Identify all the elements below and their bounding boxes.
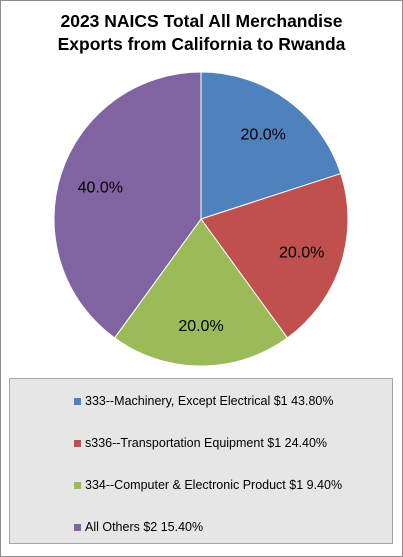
legend-label-all-others: All Others $2 15.40% (85, 520, 204, 534)
data-label-all-others: 40.0% (78, 179, 123, 196)
chart-title-line-2: Exports from California to Rwanda (57, 34, 346, 54)
pie-slice-computer (113, 218, 289, 367)
legend: 333--Machinery, Except Electrical $1 43.… (9, 378, 393, 544)
chart-title-line-1: 2023 NAICS Total All Merchandise (60, 11, 343, 31)
legend-label-transportation: s336--Transportation Equipment $1 24.40% (85, 436, 328, 450)
pie-slice-transportation (200, 172, 349, 339)
legend-label-machinery: 333--Machinery, Except Electrical $1 43.… (85, 394, 334, 408)
legend-item-all-others: All Others $2 15.40% (74, 520, 203, 534)
pie-chart: 20.0% 20.0% 20.0% 40.0% (53, 71, 349, 367)
legend-swatch-all-others (74, 523, 81, 531)
legend-item-computer: 334--Computer & Electronic Product $1 9.… (74, 478, 342, 492)
data-label-machinery: 20.0% (241, 126, 286, 143)
pie-slice-all-others (53, 71, 202, 339)
legend-item-transportation: s336--Transportation Equipment $1 24.40% (74, 436, 327, 450)
legend-swatch-machinery (74, 397, 81, 405)
pie-slice-machinery (200, 71, 342, 220)
legend-item-machinery: 333--Machinery, Except Electrical $1 43.… (74, 394, 334, 408)
legend-label-computer: 334--Computer & Electronic Product $1 9.… (85, 478, 343, 492)
data-label-transportation: 20.0% (279, 245, 324, 262)
legend-swatch-computer (74, 481, 81, 489)
chart-title: 2023 NAICS Total All Merchandise Exports… (0, 10, 403, 56)
data-label-computer: 20.0% (178, 318, 223, 335)
legend-swatch-transportation (74, 439, 81, 447)
